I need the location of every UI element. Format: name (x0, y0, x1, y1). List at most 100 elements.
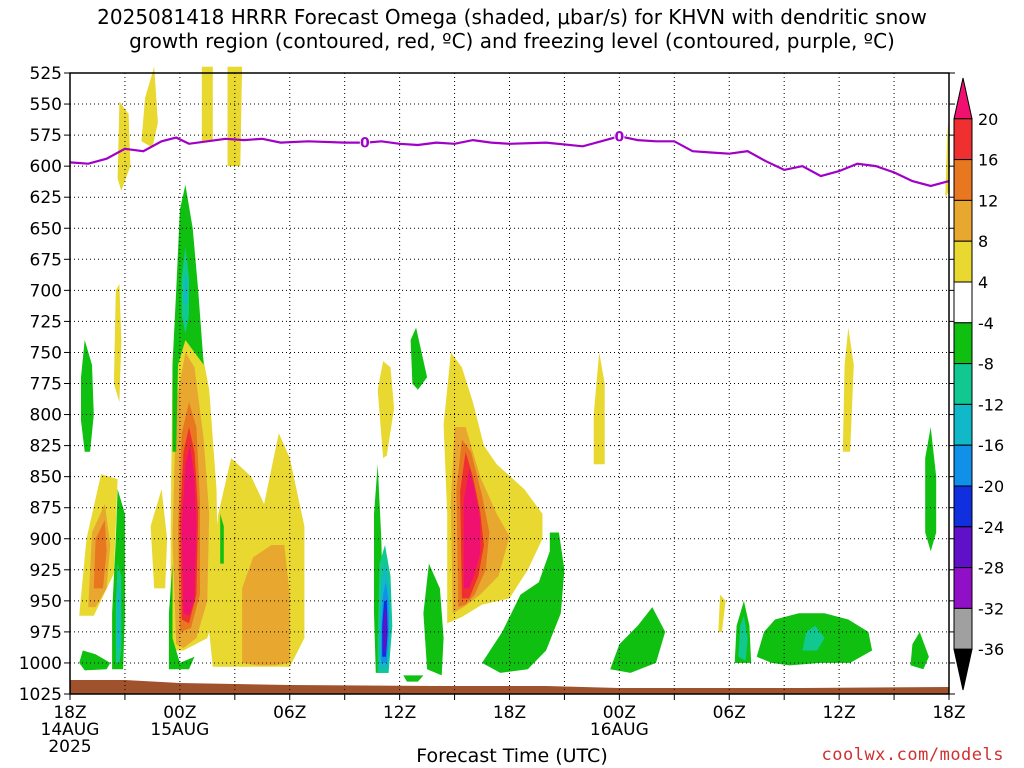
x-tick-label-42-0: 12Z (822, 703, 855, 723)
credit-text: coolwx.com/models (821, 745, 1004, 765)
omega-region-20-1 (463, 468, 481, 589)
chart-title-line1: 2025081418 HRRR Forecast Omega (shaded, … (97, 5, 927, 29)
x-tick-label-6-1: 15AUG (150, 720, 209, 740)
omega-region-4-9 (201, 66, 213, 142)
y-tick-label-975: 975 (30, 623, 62, 643)
omega-region--4-15 (403, 675, 424, 682)
grid-layer (70, 73, 949, 694)
omega-region--4-7 (410, 327, 428, 390)
omega-region--4-10 (610, 607, 666, 673)
x-tick-label-18-0: 12Z (383, 703, 416, 723)
colorbar-label-4: 4 (978, 273, 988, 292)
colorbar-swatch-bottom (953, 648, 973, 691)
colorbar-label--20: -20 (978, 477, 1004, 496)
chart-title-line2: growth region (contoured, red, ºC) and f… (129, 29, 895, 53)
omega-region-4-13 (842, 327, 854, 452)
omega-region-4-8 (141, 66, 158, 148)
y-tick-label-650: 650 (30, 219, 62, 239)
omega-region-4-7 (117, 101, 131, 191)
freezing-level-line (69, 135, 950, 188)
x-tick-label-6-0: 00Z (163, 703, 196, 723)
omega-region-8-2 (242, 545, 290, 666)
colorbar-swatch-12 (953, 567, 973, 609)
colorbar-label-20: 20 (978, 110, 998, 129)
omega-region-20-0 (181, 445, 197, 616)
x-tick-label-30-1: 16AUG (590, 720, 649, 740)
omega-region-4-14 (945, 116, 949, 198)
colorbar-swatch-13 (953, 607, 973, 650)
x-tick-label-12-0: 06Z (273, 703, 306, 723)
y-tick-label-625: 625 (30, 188, 62, 208)
y-tick-label-900: 900 (30, 530, 62, 550)
colorbar-label--12: -12 (978, 395, 1004, 414)
x-tick-label-24-0: 18Z (493, 703, 526, 723)
colorbar-label--36: -36 (978, 640, 1004, 659)
y-tick-label-575: 575 (30, 126, 62, 146)
colorbar-swatch-top (953, 77, 973, 120)
omega-region--12-0 (116, 582, 121, 651)
freezing-label-bg-1 (614, 128, 625, 144)
x-tick-label-36-0: 06Z (713, 703, 746, 723)
y-axis: 525 550 575 600 625 650 675 700 725 750 775 800 825 8… (19, 64, 955, 705)
y-tick-label-700: 700 (30, 281, 62, 301)
y-tick-label-775: 775 (30, 375, 62, 395)
omega-region--12-1 (183, 277, 188, 303)
y-tick-label-600: 600 (30, 157, 62, 177)
x-tick-label-30-0: 00Z (603, 703, 636, 723)
y-tick-label-950: 950 (30, 592, 62, 612)
omega-region-4-4 (377, 361, 395, 458)
omega-region--4-0 (81, 340, 94, 452)
colorbar-swatch-6 (953, 322, 973, 365)
colorbar-swatch-10 (953, 485, 973, 528)
colorbar-label-16: 16 (978, 151, 998, 170)
y-tick-label-550: 550 (30, 95, 62, 115)
terrain-band (70, 680, 949, 694)
y-tick-label-925: 925 (30, 561, 62, 581)
y-tick-label-825: 825 (30, 437, 62, 457)
y-tick-label-675: 675 (30, 250, 62, 270)
omega-region-4-10 (227, 66, 243, 167)
colorbar-swatch-1 (953, 118, 973, 161)
omega-region-4-11 (113, 284, 122, 403)
omega-region-4-6 (593, 352, 605, 465)
colorbar-label--28: -28 (978, 559, 1004, 578)
colorbar-label--24: -24 (978, 518, 1004, 537)
y-tick-label-1000: 1000 (19, 654, 62, 674)
y-tick-label-800: 800 (30, 406, 62, 426)
x-tick-label-0-0: 18Z (53, 703, 86, 723)
y-tick-label-850: 850 (30, 468, 62, 488)
colorbar-label-8: 8 (978, 232, 988, 251)
y-tick-label-1025: 1025 (19, 685, 62, 705)
x-tick-label-0-1: 14AUG (41, 720, 100, 740)
colorbar-label--4: -4 (978, 314, 994, 333)
freezing-level-label-1: 0 (615, 129, 625, 145)
omega-region--4-14 (925, 427, 937, 552)
x-tick-label-0-2: 2025 (48, 737, 91, 757)
terrain-layer (70, 680, 949, 694)
colorbar: 20 16 12 8 4 -4 -8 -12 -16 -20 -24 -28 -32 -36 (953, 77, 1004, 691)
colorbar-swatch-8 (953, 403, 973, 446)
omega-region--8-4 (802, 625, 825, 651)
y-tick-label-525: 525 (30, 64, 62, 84)
omega-region-4-12 (718, 594, 726, 632)
colorbar-swatch-11 (953, 526, 973, 569)
omega-region--4-8 (423, 563, 444, 676)
omega-region--4-9 (482, 532, 565, 673)
colorbar-swatch-9 (953, 444, 973, 487)
colorbar-label--16: -16 (978, 436, 1004, 455)
colorbar-swatch-5 (953, 281, 973, 324)
omega-shading-layer (79, 66, 949, 682)
x-axis-label: Forecast Time (UTC) (416, 745, 608, 767)
colorbar-swatch-4 (953, 240, 973, 283)
colorbar-label--8: -8 (978, 355, 994, 374)
freezing-label-bg-0 (359, 134, 370, 150)
colorbar-label-12: 12 (978, 191, 998, 210)
x-tick-label-48-0: 18Z (932, 703, 965, 723)
omega-region--8-3 (738, 615, 748, 661)
y-tick-label-875: 875 (30, 499, 62, 519)
colorbar-swatch-7 (953, 363, 973, 405)
freezing-level-label-0: 0 (360, 136, 370, 152)
